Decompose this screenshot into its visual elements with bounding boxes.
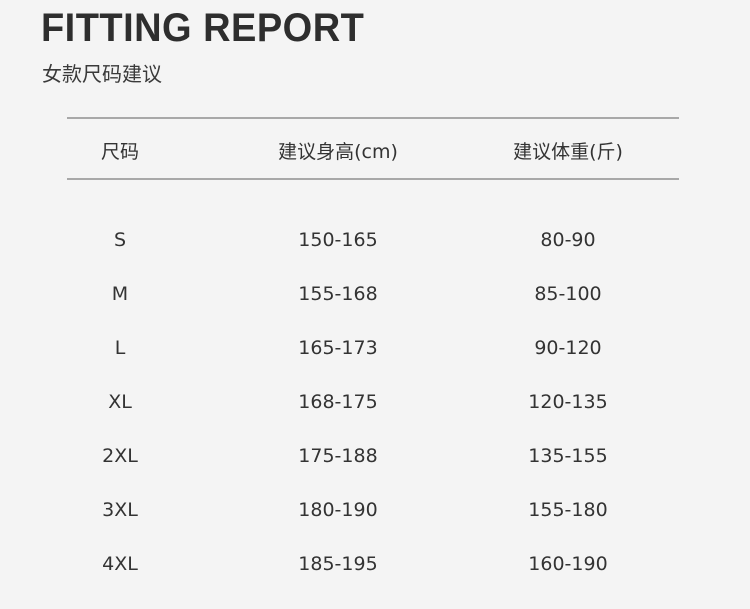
cell-weight: 120-135: [528, 391, 608, 413]
cell-height: 180-190: [298, 499, 378, 521]
cell-size: 3XL: [102, 499, 138, 521]
column-header-height: 建议身高(cm): [278, 141, 398, 163]
cell-size: 4XL: [102, 553, 138, 575]
cell-weight: 80-90: [540, 229, 596, 251]
cell-weight: 90-120: [534, 337, 602, 359]
cell-weight: 85-100: [534, 283, 602, 305]
cell-size: 2XL: [102, 445, 138, 467]
cell-weight: 155-180: [528, 499, 608, 521]
cell-height: 185-195: [298, 553, 378, 575]
cell-height: 150-165: [298, 229, 378, 251]
cell-height: 165-173: [298, 337, 378, 359]
table-header-divider: [67, 178, 679, 180]
table-top-divider: [67, 117, 679, 119]
column-header-weight: 建议体重(斤): [513, 141, 623, 163]
cell-weight: 135-155: [528, 445, 608, 467]
cell-weight: 160-190: [528, 553, 608, 575]
cell-size: S: [113, 229, 127, 251]
cell-size: M: [111, 283, 129, 305]
page-title: FITTING REPORT: [41, 6, 365, 50]
column-header-size: 尺码: [100, 141, 139, 163]
page-subtitle: 女款尺码建议: [42, 62, 162, 86]
cell-height: 168-175: [298, 391, 378, 413]
cell-height: 175-188: [298, 445, 378, 467]
cell-height: 155-168: [298, 283, 378, 305]
cell-size: L: [114, 337, 126, 359]
cell-size: XL: [108, 391, 132, 413]
